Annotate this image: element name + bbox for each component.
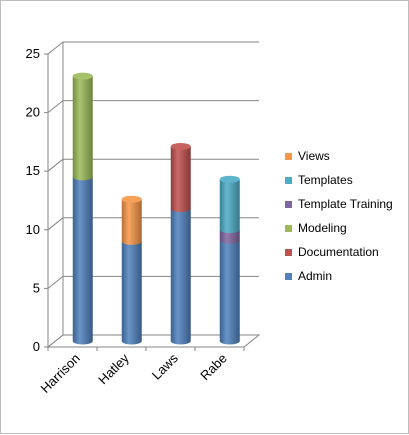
x-tick-label: Laws [149,350,181,382]
bar-top-cap [219,175,240,183]
bar-admin-rabe [219,240,240,345]
legend-swatch [285,200,292,208]
y-tick-label: 15 [26,163,40,178]
x-tick-label: Rabe [197,351,230,384]
x-tick-label: Harrison [38,351,83,396]
bar-admin-harrison [72,176,93,345]
legend-item-modeling: Modeling [285,220,347,236]
legend-item-views: Views [285,148,330,164]
legend-swatch [285,224,292,232]
legend-swatch [285,272,292,280]
legend-label: Documentation [298,245,379,259]
bar-top-cap [170,142,191,150]
bar-templates-rabe [219,179,240,234]
legend-swatch [285,176,292,184]
bar-documentation-laws [170,146,191,213]
bar-top-cap [121,195,142,203]
gridline-depth [47,158,64,172]
legend-label: Admin [298,269,333,283]
legend-label: Modeling [298,221,347,235]
gridline-depth [47,100,64,113]
y-tick-label: 5 [33,280,40,295]
legend-swatch [285,152,292,160]
y-tick-label: 20 [26,105,40,120]
bar-views-hatley [121,199,142,245]
y-tick-label: 10 [26,222,40,237]
y-tick-label: 25 [26,46,40,61]
legend-item-documentation: Documentation [285,244,379,260]
legend-item-templates: Templates [285,172,353,188]
bar-modeling-harrison [72,76,93,181]
legend-label: Template Training [298,197,393,211]
bar-template-training-rabe [219,229,240,244]
legend-item-template-training: Template Training [285,196,393,212]
legend-swatch [285,248,292,256]
y-tick-label: 0 [33,339,40,354]
gridline-depth [47,217,64,231]
gridline-depth [47,41,64,55]
bar-admin-hatley [121,241,142,345]
bar-admin-laws [170,208,191,345]
gridline-depth [47,276,64,289]
bar-top-cap [72,72,93,80]
legend-label: Templates [298,173,353,187]
legend-label: Views [298,149,330,163]
legend-item-admin: Admin [285,268,332,284]
x-tick-label: Hatley [95,350,132,387]
